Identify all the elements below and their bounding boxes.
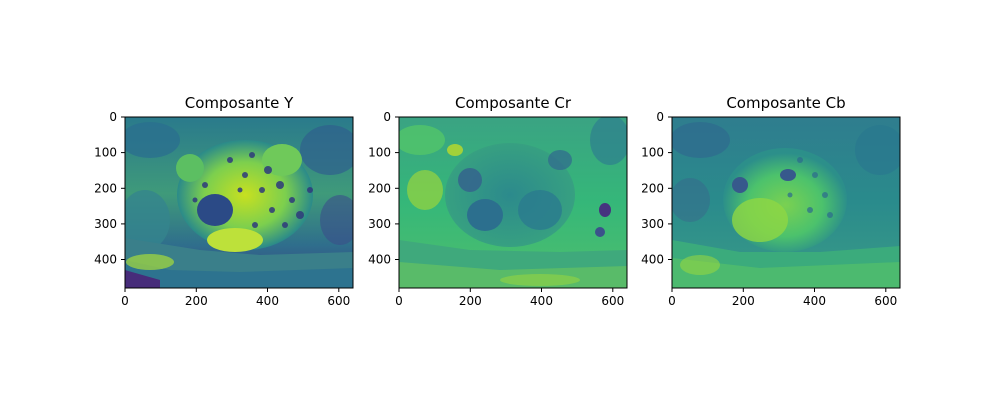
x-tick-label: 400 xyxy=(803,294,826,308)
x-tick-label: 0 xyxy=(668,294,676,308)
x-tick-label: 200 xyxy=(185,294,208,308)
x-axis-ticks: 0 200 400 600 xyxy=(121,288,350,308)
x-tick-label: 200 xyxy=(459,294,482,308)
y-tick-label: 400 xyxy=(94,253,117,267)
y-tick-label: 0 xyxy=(656,110,664,124)
panel-title: Composante Cb xyxy=(726,94,845,112)
y-axis-ticks: 0 100 200 300 400 xyxy=(368,110,399,267)
panel-cb: Composante Cb 0 100 200 300 xyxy=(641,94,901,308)
y-axis-ticks: 0 100 200 300 400 xyxy=(641,110,672,267)
y-tick-label: 100 xyxy=(641,146,664,160)
y-tick-label: 300 xyxy=(94,217,117,231)
y-axis-ticks: 0 100 200 300 400 xyxy=(94,110,125,267)
panel-cr: Composante Cr 0 100 200 300 400 xyxy=(368,94,628,308)
image-y-component xyxy=(125,117,353,288)
x-tick-label: 400 xyxy=(530,294,553,308)
y-tick-label: 0 xyxy=(383,110,391,124)
y-tick-label: 200 xyxy=(368,181,391,195)
y-tick-label: 100 xyxy=(94,146,117,160)
panel-y: Composante Y xyxy=(94,94,354,308)
y-tick-label: 300 xyxy=(368,217,391,231)
y-tick-label: 100 xyxy=(368,146,391,160)
y-tick-label: 0 xyxy=(109,110,117,124)
x-tick-label: 0 xyxy=(395,294,403,308)
x-axis-ticks: 0 200 400 600 xyxy=(668,288,897,308)
x-tick-label: 200 xyxy=(732,294,755,308)
x-tick-label: 0 xyxy=(121,294,129,308)
y-tick-label: 400 xyxy=(368,253,391,267)
y-tick-label: 400 xyxy=(641,253,664,267)
image-cb-component xyxy=(672,117,900,288)
x-tick-label: 600 xyxy=(327,294,350,308)
x-tick-label: 600 xyxy=(874,294,897,308)
panel-title: Composante Cr xyxy=(455,94,572,112)
y-tick-label: 200 xyxy=(94,181,117,195)
x-tick-label: 600 xyxy=(601,294,624,308)
image-cr-component xyxy=(399,117,627,288)
panel-title: Composante Y xyxy=(185,94,294,112)
x-axis-ticks: 0 200 400 600 xyxy=(395,288,624,308)
y-tick-label: 200 xyxy=(641,181,664,195)
x-tick-label: 400 xyxy=(256,294,279,308)
y-tick-label: 300 xyxy=(641,217,664,231)
